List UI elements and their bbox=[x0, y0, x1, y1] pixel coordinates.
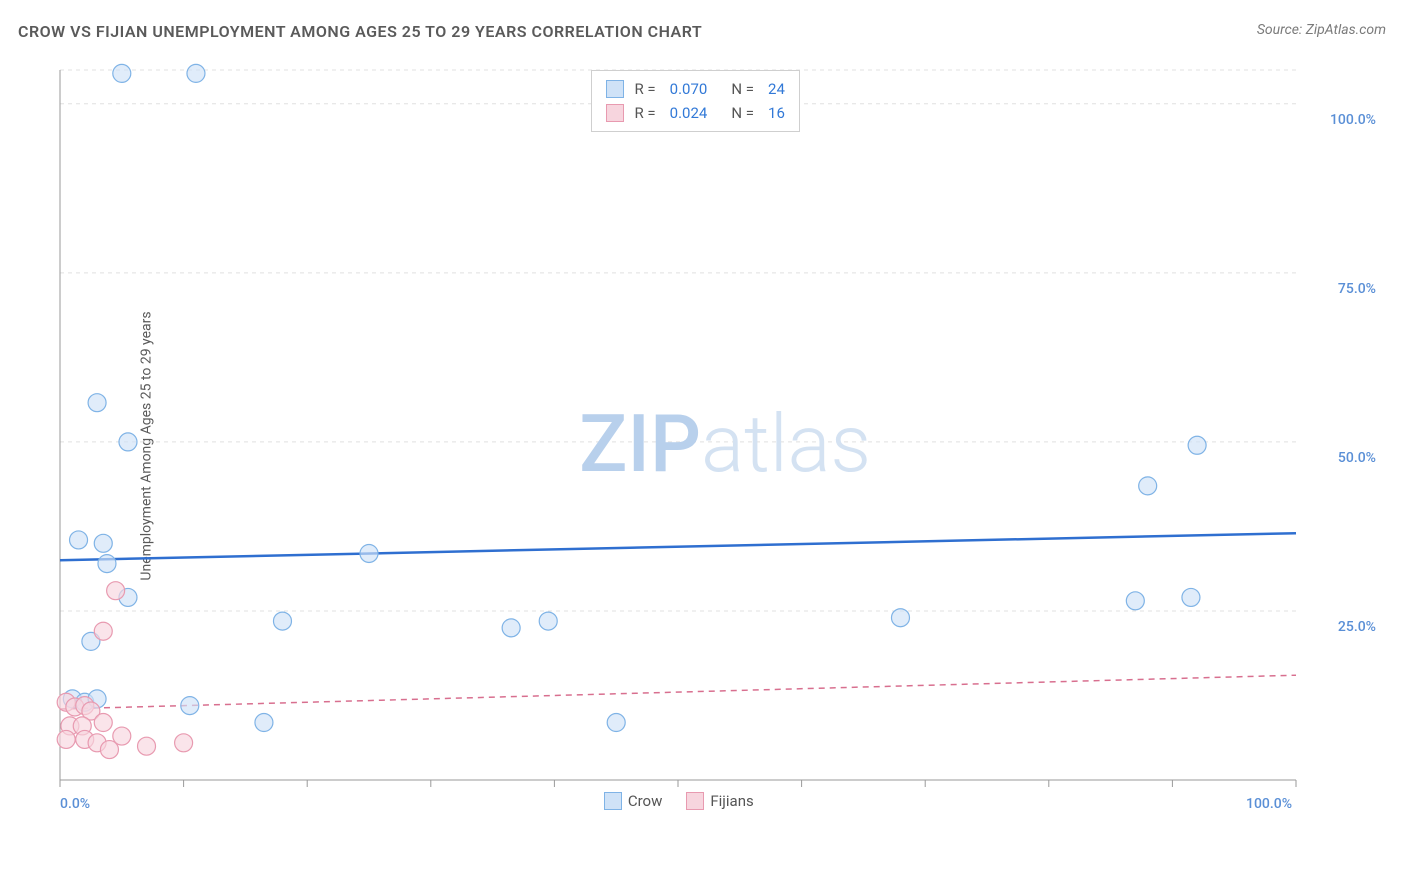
chart-title: CROW VS FIJIAN UNEMPLOYMENT AMONG AGES 2… bbox=[18, 22, 702, 41]
source-value: ZipAtlas.com bbox=[1306, 22, 1386, 38]
r-value: 0.070 bbox=[670, 77, 708, 101]
y-tick-label: 100.0% bbox=[1330, 112, 1376, 128]
r-label: R = bbox=[634, 101, 655, 125]
x-tick-label: 0.0% bbox=[60, 796, 90, 812]
n-label: N = bbox=[731, 77, 754, 101]
chart-container: CROW VS FIJIAN UNEMPLOYMENT AMONG AGES 2… bbox=[0, 0, 1406, 892]
source-prefix: Source: bbox=[1257, 22, 1306, 38]
legend-item: Fijians bbox=[686, 792, 753, 810]
legend-label: Fijians bbox=[710, 792, 753, 810]
legend-swatch bbox=[686, 792, 704, 810]
r-label: R = bbox=[634, 77, 655, 101]
plot-area: ZIPatlas R =0.070N =24R =0.024N =16 Crow… bbox=[50, 62, 1386, 830]
y-tick-label: 25.0% bbox=[1338, 619, 1376, 635]
legend-row: R = 0.070 N = 24 bbox=[606, 77, 784, 101]
r-value: 0.024 bbox=[670, 101, 708, 125]
scatter-chart-svg bbox=[50, 62, 1386, 830]
n-value: 16 bbox=[768, 101, 785, 125]
y-tick-label: 50.0% bbox=[1338, 450, 1376, 466]
x-tick-label: 100.0% bbox=[1246, 796, 1292, 812]
legend-swatch bbox=[606, 80, 624, 98]
series-legend: Crow Fijians bbox=[604, 792, 754, 810]
legend-swatch bbox=[606, 104, 624, 122]
n-label: N = bbox=[731, 101, 754, 125]
source-attribution: Source: ZipAtlas.com bbox=[1257, 22, 1386, 38]
correlation-legend: R = 0.070 N = 24 R = 0.024 N = 16 bbox=[591, 70, 799, 132]
legend-label: Crow bbox=[628, 792, 663, 810]
n-value: 24 bbox=[768, 77, 785, 101]
legend-row: R = 0.024 N = 16 bbox=[606, 101, 784, 125]
legend-swatch bbox=[604, 792, 622, 810]
legend-item: Crow bbox=[604, 792, 663, 810]
y-tick-label: 75.0% bbox=[1338, 281, 1376, 297]
